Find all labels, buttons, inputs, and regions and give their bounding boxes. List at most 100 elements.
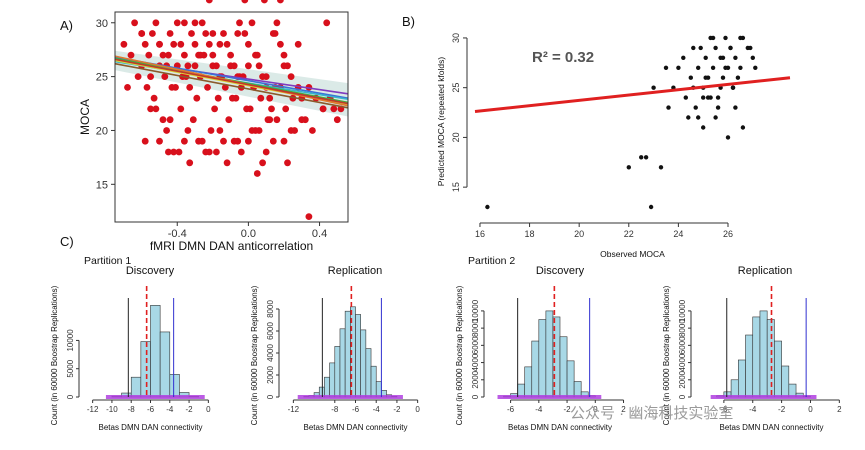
- scatter-point: [643, 155, 649, 160]
- scatter-point: [255, 62, 263, 70]
- scatter-point: [691, 45, 696, 51]
- scatter-point: [205, 148, 213, 156]
- scatter-point: [708, 95, 713, 100]
- scatter-point: [298, 116, 306, 124]
- x-tick-label: 20: [574, 229, 584, 239]
- scatter-point: [658, 165, 664, 170]
- scatter-point: [271, 30, 279, 37]
- histogram-bar: [169, 374, 180, 398]
- scatter-point: [720, 55, 726, 60]
- scatter-point: [150, 94, 158, 102]
- scatter-point: [230, 137, 238, 145]
- panel-b-chart: B) R² = 0.32 15 20 25 30 16 18 20 22 24 26 Observed …: [402, 14, 791, 259]
- x-tick-label: -0.4: [168, 228, 187, 240]
- y-tick-label: 6000: [471, 336, 480, 354]
- panel-label-b: B): [402, 14, 415, 29]
- scatter-point: [262, 73, 270, 80]
- partition-label: Partition 1: [84, 255, 131, 267]
- x-tick-label: 2: [621, 405, 626, 414]
- scatter-point: [701, 125, 706, 130]
- scatter-point: [173, 19, 181, 27]
- scatter-point: [651, 85, 656, 90]
- x-tick-label: 22: [624, 229, 634, 239]
- scatter-point: [241, 30, 249, 37]
- x-tick-label: 0: [808, 405, 813, 414]
- scatter-point: [211, 105, 219, 113]
- scatter-point: [330, 105, 338, 113]
- x-axis-label: Betas DMN DAN connectivity: [508, 423, 612, 432]
- scatter-point: [701, 95, 706, 100]
- scatter-point: [143, 84, 151, 91]
- scatter-point: [284, 159, 291, 167]
- scatter-point: [166, 116, 174, 124]
- scatter-point: [213, 148, 220, 156]
- panel-label-c: C): [60, 234, 74, 249]
- scatter-point: [735, 75, 741, 80]
- scatter-point: [197, 51, 204, 59]
- scatter-point: [268, 105, 275, 113]
- y-axis-label: Predicted MOCA (repeated kfolds): [436, 57, 446, 187]
- scatter-point: [223, 159, 231, 167]
- x-tick-label: -4: [535, 405, 543, 414]
- histogram-title: Replication: [328, 265, 382, 277]
- scatter-point: [191, 40, 199, 48]
- histogram-bar: [334, 346, 341, 398]
- scatter-point: [319, 105, 327, 113]
- regression-line: [114, 58, 349, 105]
- density-band: [710, 395, 817, 399]
- scatter-point: [248, 127, 256, 134]
- scatter-point: [237, 148, 245, 156]
- scatter-point: [715, 95, 721, 100]
- y-tick-label: 8000: [266, 300, 275, 318]
- scatter-point: [177, 40, 185, 48]
- scatter-point: [175, 148, 183, 156]
- x-tick-label: -2: [186, 405, 194, 414]
- y-tick-label: 0: [66, 394, 75, 399]
- scatter-point: [277, 0, 284, 4]
- x-tick-label: 18: [525, 229, 535, 239]
- scatter-point: [257, 94, 265, 102]
- plot-frame-a: [114, 11, 349, 223]
- x-tick-label: -4: [166, 405, 174, 414]
- scatter-point: [165, 148, 172, 156]
- scatter-point: [145, 51, 153, 59]
- scatter-point: [262, 148, 270, 156]
- scatter-point: [181, 137, 188, 145]
- scatter-point: [648, 204, 654, 210]
- partition-label: Partition 2: [468, 255, 515, 267]
- scatter-point: [236, 19, 243, 27]
- density-band: [497, 395, 602, 399]
- scatter-point: [738, 65, 743, 71]
- scatter-point: [280, 137, 288, 145]
- scatter-point: [266, 94, 274, 102]
- scatter-point: [177, 105, 185, 113]
- scatter-point: [688, 75, 693, 80]
- x-tick-label: -6: [507, 405, 515, 414]
- scatter-point: [753, 65, 758, 71]
- scatter-point: [202, 30, 210, 37]
- x-tick-label: 26: [723, 229, 733, 239]
- scatter-point: [209, 51, 217, 59]
- scatter-point: [214, 94, 222, 102]
- histogram-bar: [324, 376, 330, 398]
- histogram-bar: [538, 319, 547, 398]
- y-tick-label: 8000: [678, 319, 687, 337]
- y-tick-label: 10000: [471, 299, 480, 322]
- scatter-point: [184, 127, 192, 134]
- scatter-point: [715, 105, 721, 110]
- scatter-point: [127, 51, 135, 59]
- x-axis-label: Betas DMN DAN connectivity: [719, 423, 823, 432]
- scatter-point: [166, 30, 174, 37]
- scatter-point: [248, 19, 256, 27]
- scatter-point: [207, 127, 215, 134]
- scatter-point: [156, 40, 163, 48]
- scatter-point: [703, 75, 708, 80]
- histogram-bar: [738, 359, 746, 398]
- scatter-point: [253, 51, 261, 59]
- y-tick-label: 30: [451, 33, 461, 43]
- scatter-point: [269, 137, 277, 145]
- scatter-point: [165, 51, 172, 59]
